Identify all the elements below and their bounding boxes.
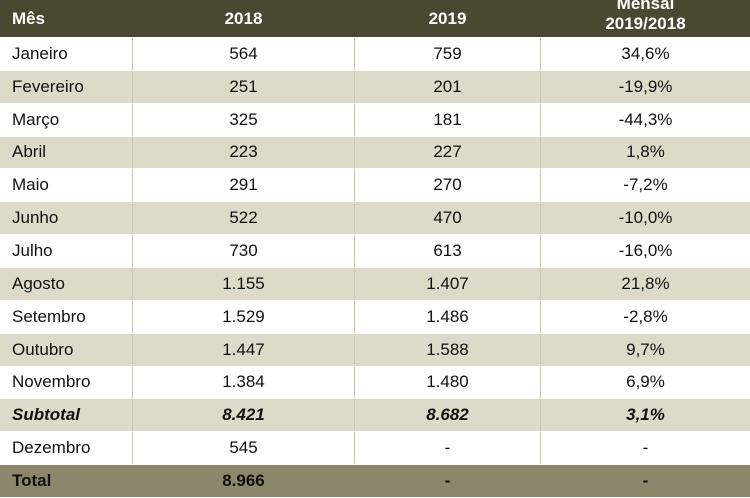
- table-cell: 9,7%: [540, 333, 750, 366]
- table-row: Abril 223 227 1,8%: [0, 136, 750, 170]
- table-cell: Novembro: [12, 372, 91, 392]
- table-cell: Subtotal: [12, 405, 80, 425]
- table-cell: 470: [354, 202, 540, 235]
- header-cell: 2018: [132, 0, 354, 37]
- table-row: Setembro 1.529 1.486 -2,8%: [0, 300, 750, 334]
- table-cell: 730: [132, 235, 354, 267]
- table-cell: 564: [132, 38, 354, 70]
- table-cell: -19,9%: [540, 70, 750, 103]
- table-cell: Julho: [12, 241, 53, 261]
- table-cell: 759: [354, 38, 540, 70]
- table-row: Total 8.966- -: [0, 465, 750, 498]
- table-cell: 8.421: [132, 399, 354, 432]
- table-cell: 1.384: [132, 366, 354, 399]
- table-row: Agosto 1.155 1.407 21,8%: [0, 268, 750, 301]
- table-cell: Junho: [12, 208, 59, 228]
- table-row: Outubro 1.447 1.588 9,7%: [0, 333, 750, 367]
- table-cell: 1.529: [132, 300, 354, 333]
- table-row: Subtotal 8.421 8.682 3,1%: [0, 399, 750, 433]
- table-cell: -: [540, 465, 750, 497]
- table-cell: 8.682: [354, 399, 540, 432]
- table-cell: -2,8%: [540, 300, 750, 333]
- table-cell: 1,8%: [540, 136, 750, 169]
- table-cell: 291: [132, 169, 354, 202]
- table-cell: Outubro: [12, 339, 74, 359]
- header-cell: 2019: [354, 0, 540, 37]
- table-cell: 325: [132, 103, 354, 136]
- table-cell: -10,0%: [540, 202, 750, 235]
- header-row: Mês 20182019Variação Mensal 2019/2018: [0, 0, 750, 38]
- header-cell: Mês: [12, 8, 46, 28]
- table-cell: Janeiro: [12, 43, 68, 63]
- table-cell: 1.588: [354, 333, 540, 366]
- table-cell: 21,8%: [540, 268, 750, 300]
- table-cell: Abril: [12, 142, 47, 162]
- table-cell: 522: [132, 202, 354, 235]
- table-row: Março 325 181 -44,3%: [0, 103, 750, 137]
- table-row: Maio 291 270 -7,2%: [0, 169, 750, 203]
- table-row: Julho 730 613 -16,0%: [0, 235, 750, 268]
- table-cell: -: [354, 432, 540, 465]
- table-cell: -44,3%: [540, 103, 750, 136]
- table-cell: Dezembro: [12, 438, 91, 458]
- table-row: Novembro 1.384 1.480 6,9%: [0, 366, 750, 400]
- table-cell: 613: [354, 235, 540, 267]
- table-cell: -: [540, 432, 750, 465]
- table-cell: Total: [12, 471, 52, 491]
- table-cell: 251: [132, 70, 354, 103]
- table-cell: 270: [354, 169, 540, 202]
- table-cell: 223: [132, 136, 354, 169]
- table-cell: Março: [12, 109, 60, 129]
- table-cell: -16,0%: [540, 235, 750, 267]
- table-cell: 227: [354, 136, 540, 169]
- header-cell: Variação Mensal 2019/2018: [540, 0, 750, 37]
- table-row: Junho 522 470 -10,0%: [0, 202, 750, 236]
- table-row: Fevereiro 251 201 -19,9%: [0, 70, 750, 104]
- table-cell: 1.155: [132, 268, 354, 300]
- table-cell: 1.447: [132, 333, 354, 366]
- table-cell: 1.407: [354, 268, 540, 300]
- table-cell: 34,6%: [540, 38, 750, 70]
- table-row: Janeiro 564 759 34,6%: [0, 38, 750, 71]
- table-cell: Setembro: [12, 306, 86, 326]
- table-cell: 201: [354, 70, 540, 103]
- table-cell: 8.966: [132, 465, 354, 497]
- table-cell: Agosto: [12, 273, 65, 293]
- table-cell: 545: [132, 432, 354, 465]
- table-cell: 1.486: [354, 300, 540, 333]
- table-cell: 181: [354, 103, 540, 136]
- table-cell: Maio: [12, 175, 49, 195]
- table-cell: 3,1%: [540, 399, 750, 432]
- table-row: Dezembro 545- -: [0, 432, 750, 466]
- table-cell: -7,2%: [540, 169, 750, 202]
- table-cell: Fevereiro: [12, 76, 84, 96]
- table-cell: 6,9%: [540, 366, 750, 399]
- table-cell: -: [354, 465, 540, 497]
- table-cell: 1.480: [354, 366, 540, 399]
